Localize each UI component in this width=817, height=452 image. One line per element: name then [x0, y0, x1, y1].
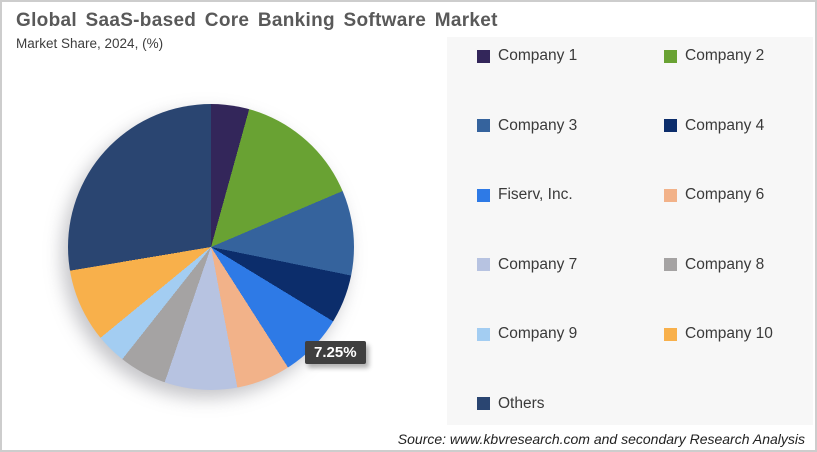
legend-swatch-icon — [477, 49, 490, 63]
legend-swatch-icon — [664, 119, 677, 133]
legend-item-company-3: Company 3 — [477, 117, 664, 135]
legend-item-company-8: Company 8 — [664, 256, 813, 274]
legend-label: Company 4 — [685, 116, 765, 134]
legend-item-company-4: Company 4 — [664, 117, 813, 135]
legend-swatch-icon — [477, 119, 490, 133]
legend-label: Company 9 — [498, 325, 578, 343]
legend-label: Company 2 — [685, 47, 765, 64]
legend-label: Others — [498, 394, 545, 412]
legend-swatch-icon — [664, 327, 677, 341]
legend: Company 1 Company 2 Company 3 Company 4 … — [447, 37, 813, 425]
legend-swatch-icon — [664, 188, 677, 202]
legend-swatch-icon — [477, 397, 490, 411]
legend-label: Company 6 — [685, 186, 765, 204]
legend-item-fiserv: Fiserv, Inc. — [477, 186, 664, 204]
legend-item-company-7: Company 7 — [477, 256, 664, 274]
legend-item-company-6: Company 6 — [664, 186, 813, 204]
legend-swatch-icon — [664, 49, 677, 63]
legend-swatch-icon — [664, 258, 677, 272]
legend-label: Fiserv, Inc. — [498, 186, 573, 204]
legend-item-company-2: Company 2 — [664, 47, 813, 65]
legend-swatch-icon — [477, 188, 490, 202]
legend-item-company-9: Company 9 — [477, 325, 664, 343]
source-note: Source: www.kbvresearch.com and secondar… — [397, 431, 805, 447]
legend-item-others: Others — [477, 395, 664, 413]
legend-label: Company 8 — [685, 255, 765, 273]
legend-label: Company 3 — [498, 116, 578, 134]
legend-item-company-10: Company 10 — [664, 325, 813, 343]
data-label-callout: 7.25% — [305, 341, 366, 364]
legend-swatch-icon — [477, 327, 490, 341]
legend-item-company-1: Company 1 — [477, 47, 664, 65]
legend-label: Company 1 — [498, 47, 578, 64]
legend-label: Company 7 — [498, 255, 578, 273]
page-title: Global SaaS-based Core Banking Software … — [16, 10, 498, 31]
page-subtitle: Market Share, 2024, (%) — [16, 36, 164, 51]
legend-label: Company 10 — [685, 325, 773, 343]
legend-swatch-icon — [477, 258, 490, 272]
